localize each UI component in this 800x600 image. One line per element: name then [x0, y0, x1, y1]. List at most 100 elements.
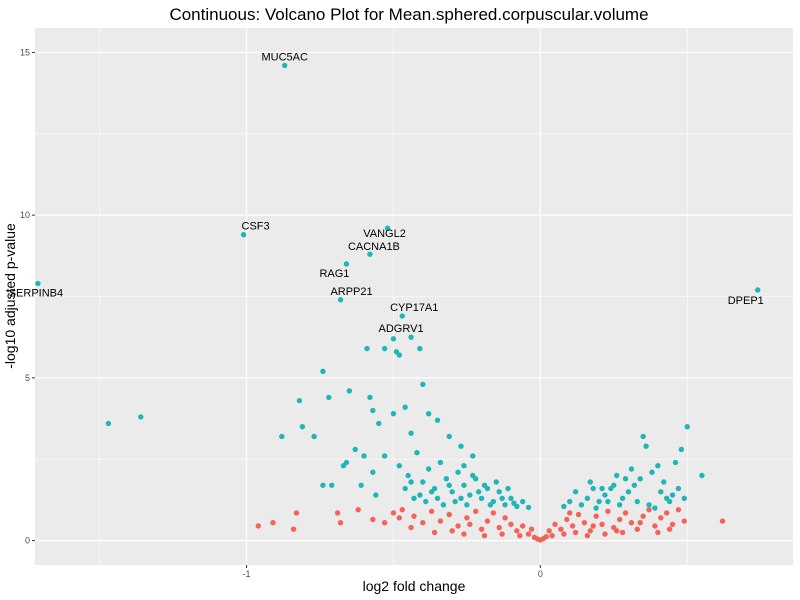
- data-point: [619, 529, 626, 536]
- data-point: [681, 495, 687, 501]
- data-point: [405, 472, 411, 479]
- data-point: [675, 506, 682, 513]
- data-point: [505, 485, 511, 492]
- data-point: [578, 502, 585, 508]
- data-point: [646, 502, 652, 508]
- data-point: [517, 533, 523, 539]
- data-point: [611, 482, 617, 488]
- data-point: [569, 523, 576, 529]
- data-point: [408, 334, 414, 340]
- data-point: [552, 521, 558, 528]
- gene-label: CACNA1B: [348, 241, 400, 253]
- data-point: [437, 518, 444, 524]
- data-point: [396, 515, 403, 521]
- data-point: [546, 528, 552, 534]
- data-point: [658, 489, 664, 495]
- gene-label: MUC5AC: [262, 51, 309, 63]
- data-point: [346, 388, 353, 394]
- data-point: [564, 516, 570, 523]
- data-point: [561, 503, 567, 510]
- gene-label: CYP17A1: [390, 302, 438, 314]
- data-point: [290, 526, 297, 532]
- data-point: [355, 506, 361, 513]
- data-point: [493, 479, 499, 485]
- data-point: [361, 453, 367, 459]
- y-tick-label: 10: [20, 210, 30, 220]
- data-point: [402, 404, 408, 410]
- data-point: [520, 523, 526, 529]
- data-point: [567, 510, 573, 516]
- data-point: [464, 515, 470, 521]
- data-point: [420, 519, 426, 526]
- data-point: [619, 495, 626, 501]
- gene-label: RAG1: [319, 268, 349, 280]
- data-point: [423, 498, 429, 505]
- data-point: [616, 502, 623, 508]
- data-point: [373, 492, 379, 498]
- data-point: [587, 479, 593, 485]
- data-point: [367, 394, 373, 401]
- data-point: [376, 420, 382, 427]
- data-point: [408, 479, 414, 485]
- data-point: [520, 498, 526, 505]
- data-point: [628, 519, 635, 526]
- data-point: [343, 459, 350, 466]
- data-point: [270, 519, 276, 526]
- data-point: [358, 482, 364, 488]
- data-point: [525, 531, 532, 537]
- data-point: [602, 531, 608, 537]
- data-point: [282, 62, 288, 69]
- data-point: [622, 476, 629, 482]
- data-point: [470, 472, 476, 479]
- data-point: [652, 505, 658, 511]
- data-point: [367, 251, 373, 257]
- data-point: [637, 519, 643, 526]
- data-point: [499, 531, 505, 537]
- data-point: [420, 381, 426, 388]
- data-point: [572, 489, 579, 495]
- data-point: [455, 469, 461, 475]
- data-point: [681, 518, 687, 524]
- data-point: [634, 498, 640, 505]
- data-point: [414, 450, 420, 456]
- data-point: [637, 476, 643, 482]
- data-point: [614, 472, 620, 479]
- data-point: [634, 526, 640, 532]
- data-point: [384, 225, 391, 231]
- data-point: [581, 519, 588, 526]
- grid-lines: [35, 28, 793, 565]
- data-point: [279, 433, 285, 440]
- data-point: [299, 423, 306, 430]
- data-point: [417, 492, 423, 498]
- data-point: [408, 524, 414, 531]
- data-point: [399, 506, 405, 513]
- gene-label: ADGRV1: [379, 323, 424, 335]
- data-point: [390, 410, 397, 417]
- data-point: [467, 521, 473, 528]
- data-point: [381, 453, 388, 459]
- data-point: [428, 508, 435, 514]
- data-point: [334, 510, 341, 516]
- data-point: [420, 479, 426, 485]
- data-point: [381, 519, 388, 526]
- data-point: [381, 345, 388, 352]
- data-point: [458, 443, 464, 449]
- data-point: [455, 523, 461, 529]
- data-point: [478, 495, 485, 501]
- data-point: [655, 463, 661, 469]
- y-tick-label: 0: [25, 536, 30, 546]
- data-point: [452, 498, 458, 505]
- data-point: [408, 430, 414, 436]
- data-point: [599, 485, 605, 492]
- data-point: [631, 482, 638, 488]
- x-axis-label: log2 fold change: [363, 578, 466, 594]
- data-point: [490, 510, 497, 516]
- data-point: [496, 489, 502, 495]
- data-point: [296, 397, 303, 404]
- x-tick-label: 0: [538, 569, 543, 579]
- data-point: [320, 368, 326, 375]
- data-point: [590, 485, 596, 492]
- data-point: [437, 459, 444, 466]
- data-point: [399, 313, 405, 319]
